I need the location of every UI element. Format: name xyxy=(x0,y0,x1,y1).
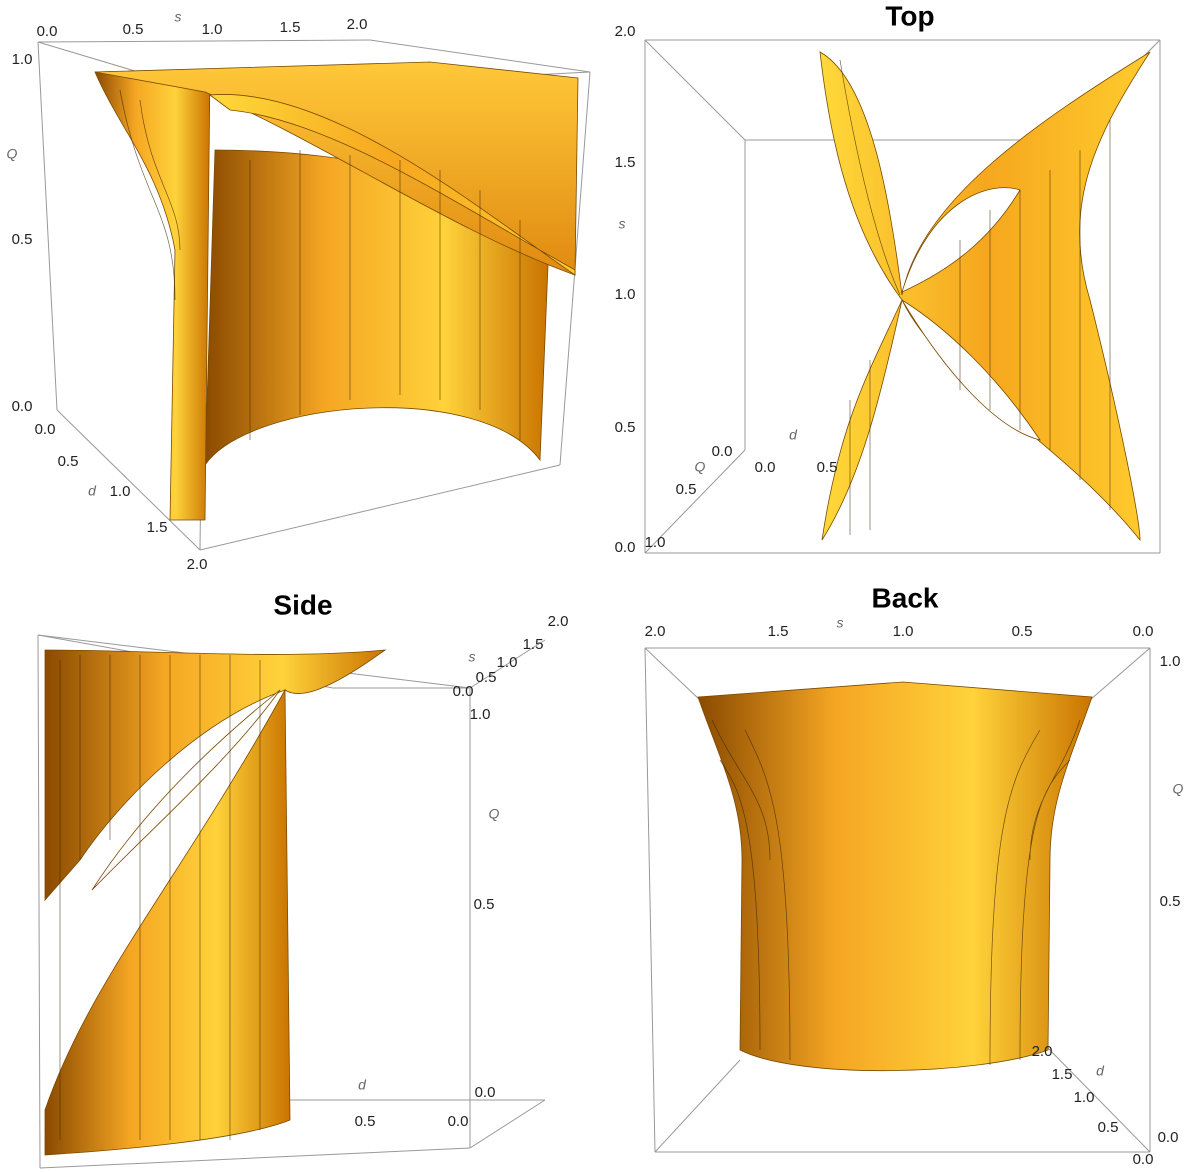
tick-label: 1.0 xyxy=(645,534,666,551)
tick-label: 2.0 xyxy=(645,623,666,640)
tick-label: 0.0 xyxy=(12,398,33,415)
tick-label: 0.0 xyxy=(755,459,776,476)
axis-label: s xyxy=(469,649,476,665)
axis-label: d xyxy=(1096,1063,1105,1079)
axis-label: d xyxy=(88,483,97,499)
axis-label: d xyxy=(789,427,798,443)
tick-label: 1.0 xyxy=(1074,1089,1095,1106)
tick-label: 0.0 xyxy=(1133,1151,1154,1168)
tick-label: 1.5 xyxy=(147,519,168,536)
tick-label: 1.0 xyxy=(893,623,914,640)
tick-label: 2.0 xyxy=(347,16,368,33)
panel-title: Top xyxy=(885,0,934,31)
tick-label: 1.0 xyxy=(497,654,518,671)
tick-label: 1.5 xyxy=(615,154,636,171)
bounding-box xyxy=(644,647,1151,1153)
tick-label: 0.0 xyxy=(453,683,474,700)
panel-title: Side xyxy=(273,589,332,620)
tick-label: 1.0 xyxy=(615,286,636,303)
axis-label: Q xyxy=(489,806,500,822)
tick-label: 0.0 xyxy=(448,1113,469,1130)
axis-label: Q xyxy=(7,146,18,162)
tick-label: 2.0 xyxy=(187,556,208,573)
surface xyxy=(697,681,1093,1072)
surface xyxy=(44,649,387,1156)
axis-label: d xyxy=(358,1077,367,1093)
tick-label: 0.0 xyxy=(1133,623,1154,640)
tick-label: 0.5 xyxy=(12,231,33,248)
tick-label: 1.5 xyxy=(280,19,301,36)
tick-label: 1.0 xyxy=(12,51,33,68)
tick-label: 0.5 xyxy=(676,481,697,498)
tick-label: 0.0 xyxy=(615,539,636,556)
tick-label: 2.0 xyxy=(1032,1043,1053,1060)
tick-label: 2.0 xyxy=(615,23,636,40)
tick-label: 0.5 xyxy=(58,453,79,470)
tick-label: 1.0 xyxy=(202,21,223,38)
surface xyxy=(819,51,1151,542)
axis-label: s xyxy=(619,216,626,232)
axis-label: Q xyxy=(695,459,706,475)
labels: s0.0 0.5 1.0 1.5 2.0Q1.00.50.0d0.00.51.01.52… xyxy=(7,0,1184,1168)
tick-label: 0.0 xyxy=(475,1084,496,1101)
surface xyxy=(94,61,579,521)
tick-label: 0.5 xyxy=(1098,1119,1119,1136)
tick-label: 0.0 xyxy=(712,443,733,460)
tick-label: 0.0 xyxy=(35,421,56,438)
tick-label: 1.0 xyxy=(1160,653,1181,670)
tick-label: 0.5 xyxy=(474,896,495,913)
tick-label: 0.5 xyxy=(476,669,497,686)
tick-label: 0.5 xyxy=(355,1113,376,1130)
tick-label: 1.0 xyxy=(470,706,491,723)
axis-label: Q xyxy=(1173,781,1184,797)
tick-label: 2.0 xyxy=(548,613,569,630)
tick-label: 0.5 xyxy=(123,21,144,38)
tick-label: 0.5 xyxy=(817,459,838,476)
axis-label: s xyxy=(837,615,844,631)
tick-label: 1.5 xyxy=(768,623,789,640)
tick-label: 0.0 xyxy=(37,23,58,40)
axis-label: s xyxy=(175,9,182,25)
tick-label: 1.5 xyxy=(1052,1066,1073,1083)
tick-label: 1.0 xyxy=(110,483,131,500)
panel-title: Back xyxy=(872,582,939,613)
tick-label: 0.5 xyxy=(1160,893,1181,910)
tick-label: 0.5 xyxy=(615,419,636,436)
tick-label: 0.5 xyxy=(1012,623,1033,640)
tick-label: 1.5 xyxy=(523,636,544,653)
tick-label: 0.0 xyxy=(1158,1129,1179,1146)
